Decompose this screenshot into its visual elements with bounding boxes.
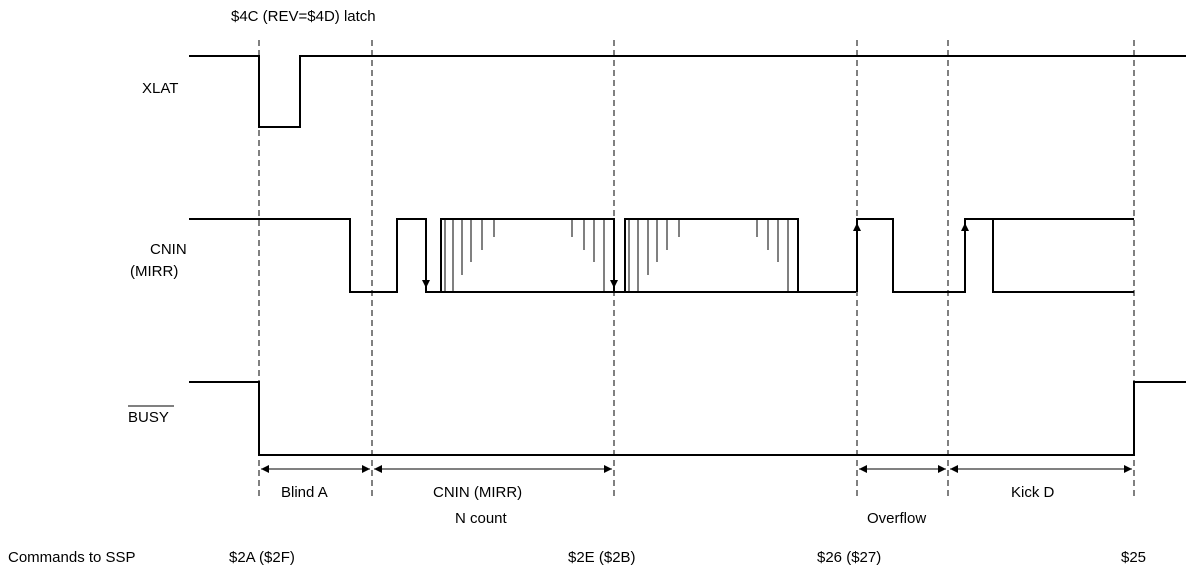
mirr-label: (MIRR) [130,263,178,280]
blind-a-label: Blind A [281,484,328,501]
command-2e: $2E ($2B) [568,549,636,566]
latch-note: $4C (REV=$4D) latch [231,8,376,25]
commands-label: Commands to SSP [8,549,136,566]
overflow-label: Overflow [867,510,926,527]
busy-label: BUSY [128,409,169,426]
cnin-count-label: CNIN (MIRR) [433,484,522,501]
xlat-waveform [189,55,1186,128]
reference-lines [258,40,1135,500]
command-26: $26 ($27) [817,549,881,566]
command-25: $25 [1121,549,1146,566]
command-2a: $2A ($2F) [229,549,295,566]
n-count-label: N count [455,510,508,527]
kick-d-label: Kick D [1011,484,1055,501]
busy-waveform [189,381,1186,456]
cnin-waveform [189,218,1134,293]
cnin-label: CNIN [150,241,187,258]
xlat-label: XLAT [142,80,178,97]
